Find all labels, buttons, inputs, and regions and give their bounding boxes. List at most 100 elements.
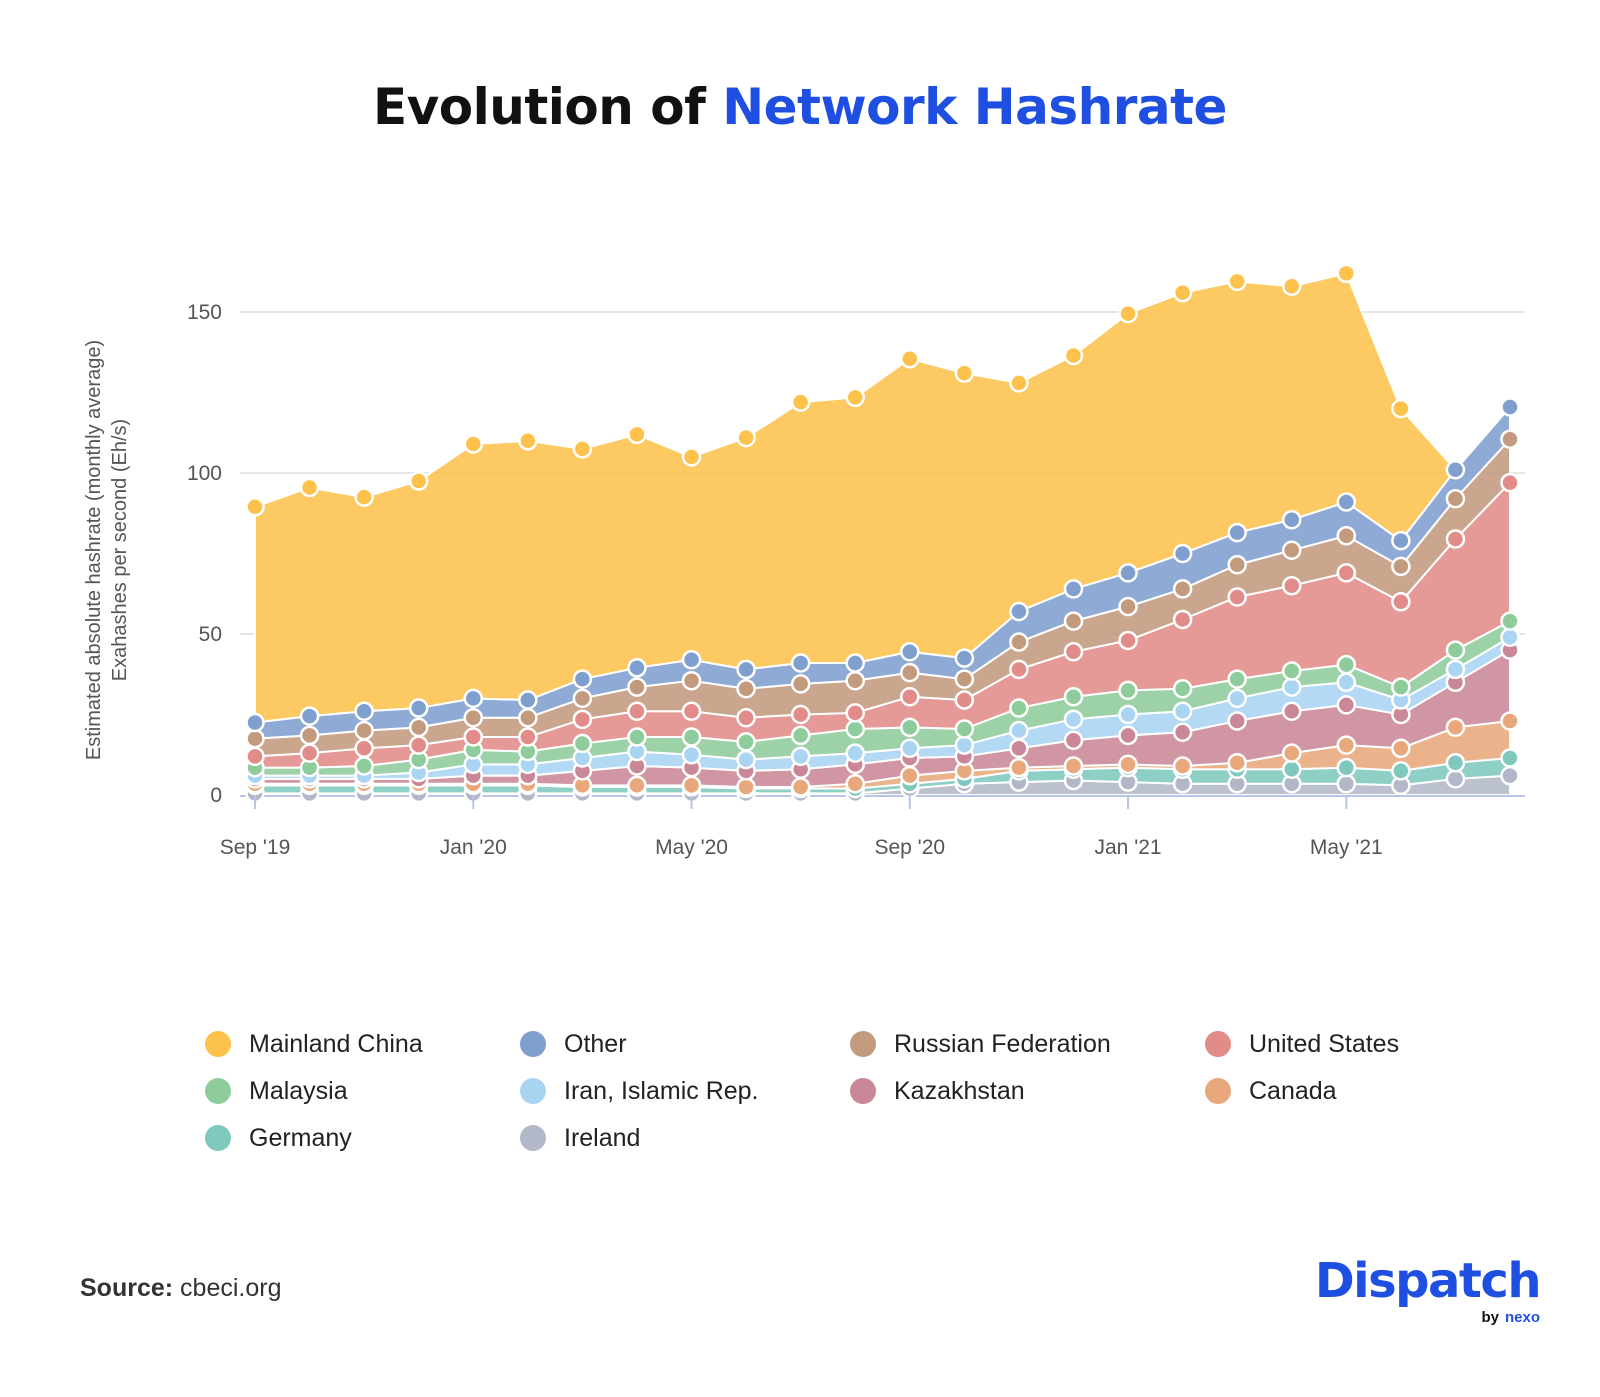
point-russian-federation[interactable] [900, 662, 920, 683]
point-mainland-china[interactable] [1227, 271, 1247, 292]
point-united-states[interactable] [845, 703, 865, 723]
point-canada[interactable] [627, 775, 647, 796]
point-malaysia[interactable] [1336, 654, 1357, 675]
point-united-states[interactable] [518, 727, 538, 747]
point-other[interactable] [1227, 522, 1247, 543]
point-kazakhstan[interactable] [1118, 725, 1138, 746]
point-russian-federation[interactable] [627, 677, 647, 697]
legend-item-malaysia[interactable]: Malaysia [205, 1077, 520, 1105]
point-iran-islamic-rep[interactable] [1500, 627, 1520, 647]
point-mainland-china[interactable] [736, 427, 756, 448]
point-canada[interactable] [736, 777, 756, 797]
point-malaysia[interactable] [572, 733, 593, 754]
point-united-states[interactable] [1118, 630, 1138, 651]
point-other[interactable] [1500, 397, 1520, 417]
point-other[interactable] [1063, 579, 1084, 599]
point-other[interactable] [627, 658, 647, 678]
point-canada[interactable] [1445, 717, 1466, 738]
point-mainland-china[interactable] [463, 434, 484, 454]
point-united-states[interactable] [572, 709, 593, 730]
point-malaysia[interactable] [1172, 678, 1193, 699]
point-germany[interactable] [1500, 748, 1520, 768]
point-germany[interactable] [1281, 759, 1302, 779]
point-other[interactable] [1118, 563, 1138, 583]
point-mainland-china[interactable] [1172, 282, 1193, 303]
point-united-states[interactable] [736, 707, 756, 728]
point-germany[interactable] [1445, 753, 1466, 773]
point-other[interactable] [1336, 492, 1357, 512]
point-united-states[interactable] [354, 738, 374, 759]
point-malaysia[interactable] [1445, 640, 1466, 660]
point-mainland-china[interactable] [518, 431, 538, 451]
point-kazakhstan[interactable] [1227, 711, 1247, 731]
legend-item-mainland-china[interactable]: Mainland China [205, 1030, 520, 1058]
point-russian-federation[interactable] [954, 669, 975, 689]
point-united-states[interactable] [245, 746, 265, 767]
point-united-states[interactable] [627, 701, 647, 722]
point-united-states[interactable] [299, 743, 320, 763]
point-russian-federation[interactable] [1500, 429, 1520, 449]
legend-item-united-states[interactable]: United States [1205, 1030, 1535, 1058]
point-ireland[interactable] [1336, 773, 1357, 794]
point-russian-federation[interactable] [681, 670, 702, 691]
legend-item-germany[interactable]: Germany [205, 1124, 520, 1152]
legend-item-russian-federation[interactable]: Russian Federation [850, 1030, 1205, 1058]
point-malaysia[interactable] [845, 719, 865, 739]
point-malaysia[interactable] [1391, 677, 1411, 697]
point-united-states[interactable] [463, 727, 484, 747]
point-russian-federation[interactable] [1227, 555, 1247, 575]
point-iran-islamic-rep[interactable] [1227, 688, 1247, 709]
point-canada[interactable] [1391, 738, 1411, 759]
point-united-states[interactable] [1336, 563, 1357, 583]
point-russian-federation[interactable] [1336, 526, 1357, 546]
point-iran-islamic-rep[interactable] [1281, 677, 1302, 697]
point-malaysia[interactable] [1500, 611, 1520, 631]
point-other[interactable] [408, 698, 429, 718]
point-mainland-china[interactable] [1336, 263, 1357, 284]
point-mainland-china[interactable] [299, 477, 320, 498]
point-russian-federation[interactable] [1118, 596, 1138, 617]
point-mainland-china[interactable] [900, 348, 920, 369]
point-kazakhstan[interactable] [1336, 695, 1357, 715]
point-russian-federation[interactable] [790, 674, 811, 694]
legend-item-other[interactable]: Other [520, 1030, 850, 1058]
point-malaysia[interactable] [1063, 687, 1084, 707]
point-mainland-china[interactable] [572, 439, 593, 459]
point-other[interactable] [463, 688, 484, 709]
point-ireland[interactable] [1445, 769, 1466, 789]
point-kazakhstan[interactable] [1009, 738, 1029, 759]
point-russian-federation[interactable] [1172, 579, 1193, 599]
point-malaysia[interactable] [736, 732, 756, 752]
point-iran-islamic-rep[interactable] [1009, 720, 1029, 741]
point-united-states[interactable] [1445, 529, 1466, 549]
legend-item-ireland[interactable]: Ireland [520, 1124, 850, 1152]
point-malaysia[interactable] [1281, 661, 1302, 681]
point-germany[interactable] [1391, 761, 1411, 781]
point-other[interactable] [845, 653, 865, 673]
point-ireland[interactable] [1500, 765, 1520, 786]
point-united-states[interactable] [1063, 641, 1084, 662]
point-mainland-china[interactable] [1063, 345, 1084, 366]
point-united-states[interactable] [1172, 609, 1193, 630]
point-other[interactable] [572, 669, 593, 689]
point-canada[interactable] [790, 777, 811, 797]
point-canada[interactable] [1172, 756, 1193, 776]
point-russian-federation[interactable] [299, 725, 320, 746]
point-united-states[interactable] [408, 735, 429, 755]
point-other[interactable] [1445, 460, 1466, 480]
point-canada[interactable] [1500, 711, 1520, 731]
point-united-states[interactable] [790, 704, 811, 725]
point-malaysia[interactable] [954, 719, 975, 739]
point-malaysia[interactable] [790, 725, 811, 746]
point-malaysia[interactable] [900, 717, 920, 738]
point-russian-federation[interactable] [1391, 556, 1411, 577]
point-mainland-china[interactable] [1281, 276, 1302, 296]
point-united-states[interactable] [954, 690, 975, 710]
point-united-states[interactable] [1500, 472, 1520, 493]
point-iran-islamic-rep[interactable] [1118, 704, 1138, 725]
point-canada[interactable] [681, 775, 702, 796]
point-mainland-china[interactable] [627, 424, 647, 445]
point-iran-islamic-rep[interactable] [681, 745, 702, 765]
point-mainland-china[interactable] [1009, 373, 1029, 393]
point-united-states[interactable] [1391, 592, 1411, 612]
